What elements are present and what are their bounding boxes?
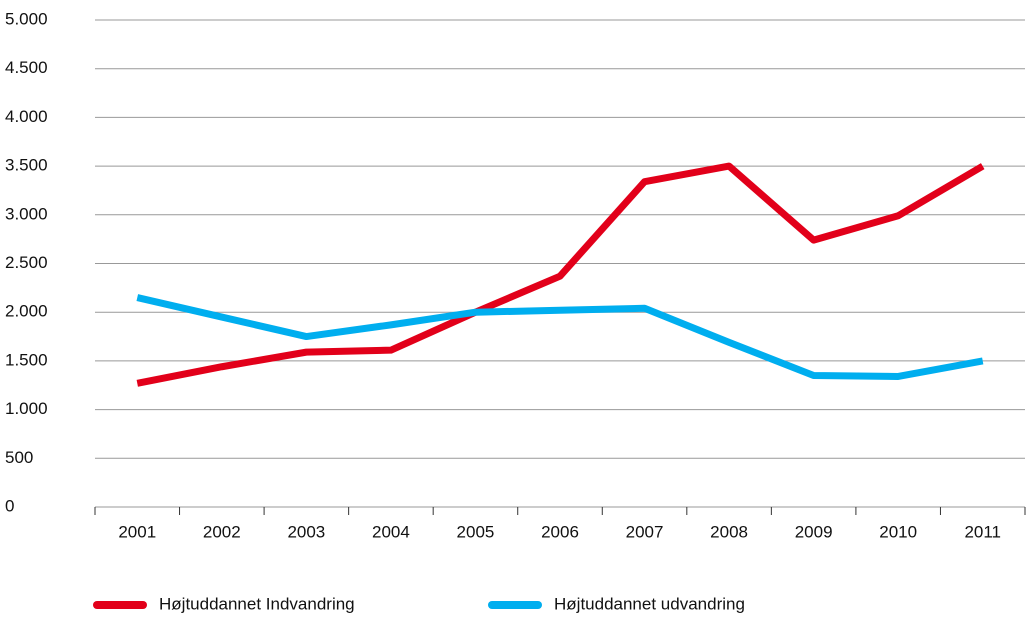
y-tick-label: 500 bbox=[5, 448, 33, 467]
x-tick-label: 2008 bbox=[710, 522, 748, 541]
y-tick-label: 4.500 bbox=[5, 58, 48, 77]
x-tick-label: 2009 bbox=[795, 522, 833, 541]
x-tick-label: 2011 bbox=[964, 522, 1001, 541]
y-tick-label: 2.000 bbox=[5, 302, 48, 321]
x-tick-label: 2004 bbox=[372, 522, 410, 541]
x-tick-label: 2002 bbox=[203, 522, 241, 541]
y-tick-label: 3.500 bbox=[5, 156, 48, 175]
y-tick-label: 5.000 bbox=[5, 9, 48, 28]
y-tick-label: 1.000 bbox=[5, 399, 48, 418]
x-tick-label: 2007 bbox=[626, 522, 664, 541]
x-tick-label: 2006 bbox=[541, 522, 579, 541]
y-tick-label: 2.500 bbox=[5, 253, 48, 272]
y-tick-label: 3.000 bbox=[5, 204, 48, 223]
y-tick-label: 4.000 bbox=[5, 107, 48, 126]
y-tick-label: 0 bbox=[5, 496, 14, 515]
x-tick-label: 2005 bbox=[457, 522, 495, 541]
x-tick-label: 2010 bbox=[879, 522, 917, 541]
legend-label: Højtuddannet Indvandring bbox=[159, 594, 355, 613]
x-tick-label: 2003 bbox=[287, 522, 325, 541]
legend-label: Højtuddannet udvandring bbox=[554, 594, 745, 613]
y-tick-label: 1.500 bbox=[5, 350, 48, 369]
line-series bbox=[136, 162, 985, 387]
line-series bbox=[136, 294, 984, 380]
x-tick-label: 2001 bbox=[118, 522, 156, 541]
